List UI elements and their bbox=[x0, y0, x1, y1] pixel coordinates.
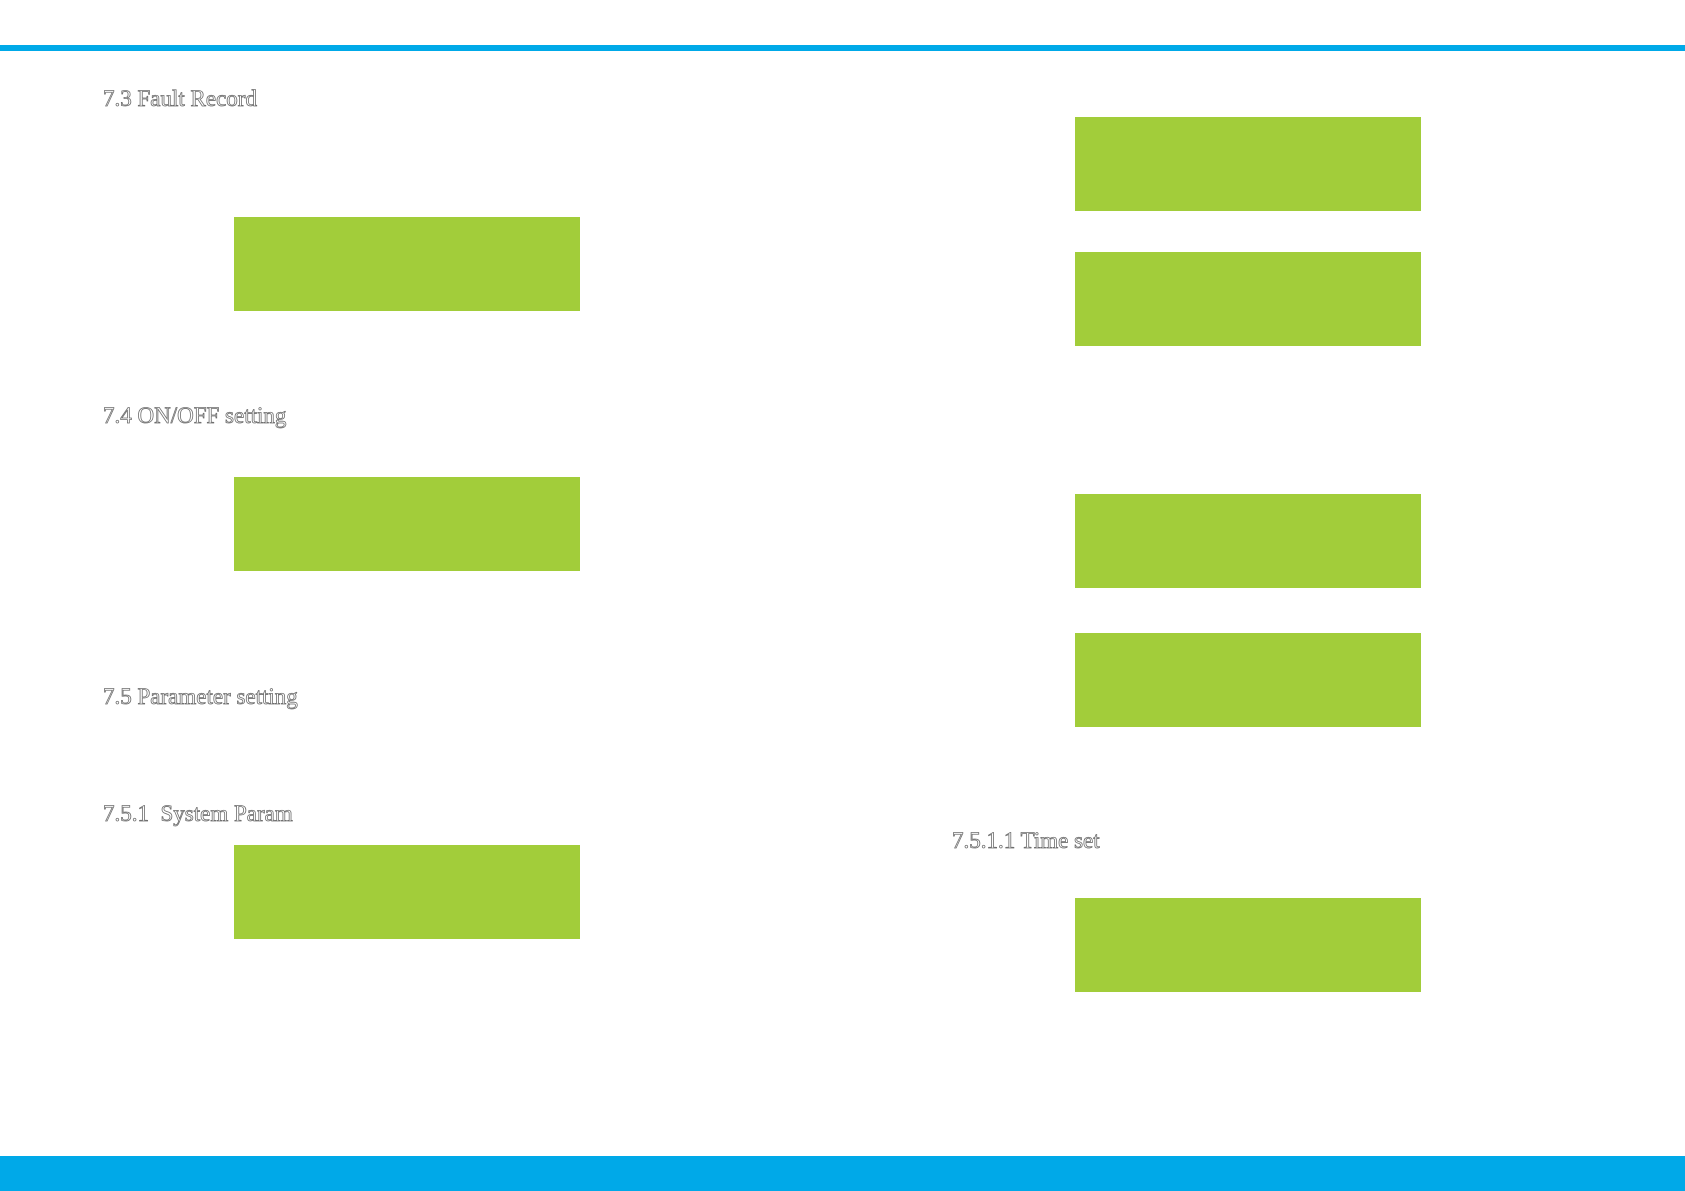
header-rule bbox=[0, 45, 1685, 51]
heading-on-off-setting: 7.4 ON/OFF setting bbox=[103, 403, 287, 429]
footer-band bbox=[0, 1156, 1685, 1191]
heading-fault-record: 7.3 Fault Record bbox=[103, 86, 258, 112]
lcd-screen-on-off bbox=[234, 477, 580, 571]
lcd-screen-param-1 bbox=[1075, 117, 1421, 211]
heading-system-param: 7.5.1 System Param bbox=[103, 801, 294, 827]
lcd-screen-time-set bbox=[1075, 898, 1421, 992]
lcd-screen-param-4 bbox=[1075, 633, 1421, 727]
lcd-screen-param-3 bbox=[1075, 494, 1421, 588]
heading-time-set: 7.5.1.1 Time set bbox=[952, 828, 1100, 854]
lcd-screen-fault-record bbox=[234, 217, 580, 311]
heading-parameter-setting: 7.5 Parameter setting bbox=[103, 684, 299, 710]
lcd-screen-system-param bbox=[234, 845, 580, 939]
lcd-screen-param-2 bbox=[1075, 252, 1421, 346]
